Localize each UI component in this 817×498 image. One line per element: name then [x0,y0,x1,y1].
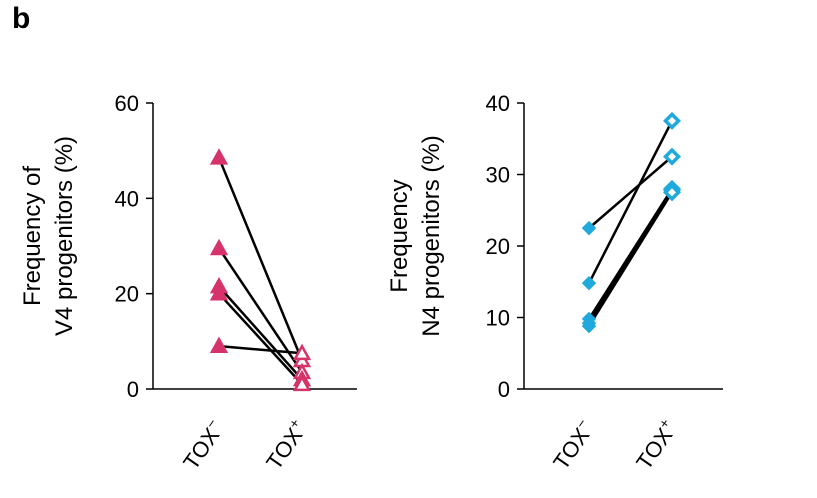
y-tick-label: 20 [486,234,510,259]
y-axis-title-line: Frequency of [19,166,46,306]
series-line [587,120,674,284]
x-category-label: TOX− [177,415,230,474]
triangle-marker [209,284,229,301]
triangle-marker [292,343,312,361]
x-category-label: TOX− [547,415,600,474]
diamond-marker [581,220,597,236]
chart-panel-2: 0 10 20 30 40 Frequency N4 progenitors (%) TOX−… [386,91,723,474]
y-tick-label: 0 [498,377,510,402]
y-axis-title-line: N4 progenitors (%) [418,135,445,336]
chart-panel-1: 0 20 40 60 Frequency of V4 progenitors (%) TOX… [19,91,357,474]
diamond-marker [663,183,681,202]
series-line [587,191,674,327]
y-axis-title-line: V4 progenitors (%) [51,136,78,336]
diamond-marker [581,275,597,291]
triangle-marker [209,238,229,256]
series-line [218,285,303,381]
series-line [217,157,304,361]
y-tick-label: 60 [115,91,139,116]
panel-letter: b [12,2,31,35]
category-base-text: TOX [261,423,307,474]
y-tick-label: 20 [115,282,139,307]
category-base-text: TOX [178,423,224,474]
y-tick-label: 40 [115,186,139,211]
category-base-text: TOX [631,423,677,474]
y-tick-label: 40 [486,91,510,116]
x-category-label: TOX+ [260,415,313,474]
y-axis-title-line: Frequency [386,179,413,292]
y-tick-label: 30 [486,163,510,188]
y-tick-label: 0 [127,377,139,402]
series-line [217,247,304,374]
diamond-marker [663,147,681,166]
category-base-text: TOX [548,423,594,474]
triangle-marker [209,148,229,165]
series-line [218,344,303,355]
x-category-label: TOX+ [630,415,683,474]
series-line [218,292,303,386]
triangle-marker [209,336,229,353]
diamond-marker [663,111,681,130]
y-tick-label: 10 [486,306,510,331]
triangle-marker [292,374,312,392]
series-line [588,155,673,230]
diamond-marker [581,318,597,334]
